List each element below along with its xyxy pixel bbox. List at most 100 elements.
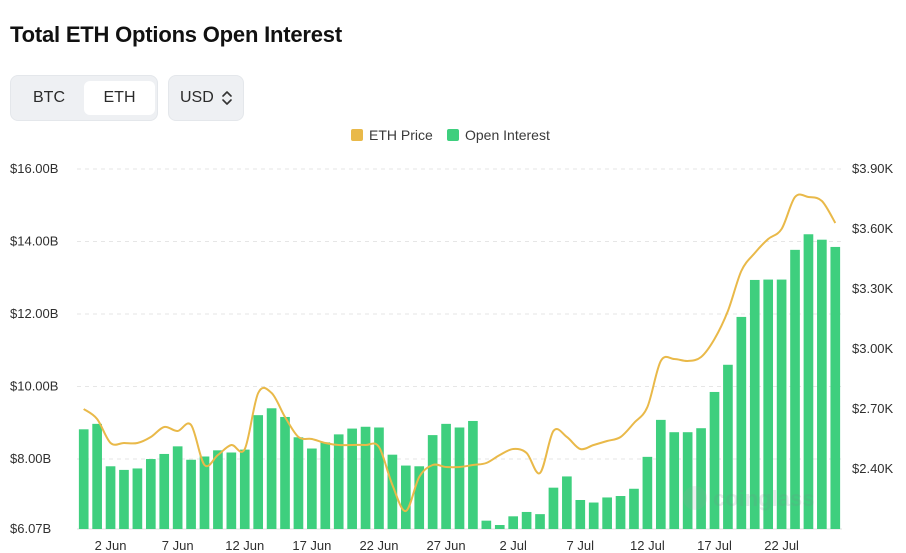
open-interest-bar[interactable]	[602, 497, 612, 529]
open-interest-bar[interactable]	[481, 520, 492, 529]
open-interest-bar[interactable]	[629, 488, 639, 529]
page-title: Total ETH Options Open Interest	[10, 22, 342, 47]
open-interest-bar[interactable]	[320, 442, 331, 529]
open-interest-bar[interactable]	[696, 428, 706, 529]
open-interest-bar[interactable]	[749, 279, 760, 529]
open-interest-bar[interactable]	[360, 426, 371, 529]
legend-label-eth-price: ETH Price	[369, 127, 433, 143]
open-interest-bar[interactable]	[387, 454, 398, 529]
open-interest-bar[interactable]	[159, 453, 170, 529]
open-interest-bar[interactable]	[253, 415, 264, 529]
open-interest-bar[interactable]	[548, 487, 559, 529]
open-interest-bar[interactable]	[347, 428, 357, 529]
chevron-updown-icon	[222, 91, 232, 105]
open-interest-bar[interactable]	[239, 449, 250, 529]
legend-item-eth-price[interactable]: ETH Price	[351, 127, 433, 143]
open-interest-bar[interactable]	[427, 435, 438, 529]
right-axis-tick-label: $3.30K	[852, 281, 894, 296]
x-axis-tick-label: 22 Jul	[764, 538, 799, 553]
left-axis-tick-label: $16.00B	[10, 161, 58, 176]
btc-tab[interactable]: BTC	[33, 89, 65, 106]
x-axis-tick-label: 7 Jun	[162, 538, 194, 553]
open-interest-bar[interactable]	[642, 456, 653, 529]
left-axis-tick-label: $14.00B	[10, 234, 58, 249]
x-axis-tick-label: 22 Jun	[359, 538, 398, 553]
legend-item-open-interest[interactable]: Open Interest	[447, 127, 550, 143]
open-interest-bar[interactable]	[280, 416, 290, 529]
open-interest-bar[interactable]	[132, 468, 143, 529]
legend-swatch-open-interest	[447, 129, 459, 141]
open-interest-bar[interactable]	[682, 432, 693, 529]
open-interest-bar[interactable]	[575, 499, 586, 529]
open-interest-bar[interactable]	[226, 452, 237, 529]
open-interest-bar[interactable]	[172, 446, 183, 529]
open-interest-bar[interactable]	[468, 420, 478, 529]
legend-swatch-eth-price	[351, 129, 363, 141]
open-interest-bar[interactable]	[494, 525, 505, 529]
open-interest-bar[interactable]	[763, 279, 774, 529]
eth-price-line-group	[83, 193, 837, 512]
left-axis-tick-label: $10.00B	[10, 379, 58, 394]
open-interest-bar[interactable]	[105, 466, 116, 529]
x-axis-tick-label: 17 Jun	[292, 538, 331, 553]
x-axis: 2 Jun 7 Jun 12 Jun 17 Jun 22 Jun 27 Jun 2 Jul 7…	[95, 538, 799, 553]
open-interest-bar[interactable]	[400, 465, 411, 529]
right-axis-tick-label: $3.90K	[852, 161, 894, 176]
open-interest-bars	[78, 234, 841, 530]
open-interest-bar[interactable]	[441, 423, 451, 529]
open-interest-bar[interactable]	[414, 466, 425, 529]
open-interest-bar[interactable]	[213, 450, 223, 529]
open-interest-bar[interactable]	[293, 437, 304, 529]
open-interest-bar[interactable]	[817, 239, 827, 529]
eth-price-line[interactable]	[83, 193, 837, 512]
open-interest-bar[interactable]	[803, 234, 814, 530]
x-axis-tick-label: 12 Jun	[225, 538, 264, 553]
open-interest-bar[interactable]	[615, 496, 626, 529]
open-interest-bar[interactable]	[119, 469, 129, 529]
open-interest-bar[interactable]	[776, 279, 787, 529]
left-axis-tick-label: $6.07B	[10, 521, 51, 536]
x-axis-tick-label: 17 Jul	[697, 538, 732, 553]
open-interest-bar[interactable]	[709, 391, 720, 529]
open-interest-bar[interactable]	[145, 459, 156, 529]
open-interest-bar[interactable]	[508, 516, 519, 529]
x-axis-tick-label: 2 Jun	[95, 538, 127, 553]
open-interest-bar[interactable]	[92, 423, 102, 529]
open-interest-bar[interactable]	[374, 427, 384, 529]
right-axis-tick-label: $3.60K	[852, 221, 894, 236]
left-axis-tick-label: $12.00B	[10, 306, 58, 321]
x-axis-tick-label: 2 Jul	[499, 538, 527, 553]
asset-toggle: BTC ETH	[10, 75, 158, 121]
open-interest-bar[interactable]	[78, 429, 89, 529]
open-interest-bar[interactable]	[186, 459, 196, 529]
open-interest-bar[interactable]	[588, 502, 599, 529]
open-interest-bar[interactable]	[669, 432, 680, 529]
watermark-text: coinglass	[713, 486, 814, 511]
open-interest-bar[interactable]	[199, 456, 210, 529]
open-interest-bar[interactable]	[562, 476, 572, 529]
x-axis-tick-label: 27 Jun	[427, 538, 466, 553]
open-interest-bar[interactable]	[521, 511, 532, 529]
right-axis-tick-label: $3.00K	[852, 341, 894, 356]
left-axis: $6.07B $8.00B $10.00B $12.00B $14.00B $16.00B	[10, 161, 58, 536]
open-interest-bar[interactable]	[454, 427, 465, 529]
open-interest-bar[interactable]	[307, 448, 317, 529]
open-interest-bar[interactable]	[655, 419, 666, 529]
watermark: coinglass	[683, 486, 814, 511]
open-interest-bar[interactable]	[266, 408, 277, 529]
right-axis: $2.40K $2.70K $3.00K $3.30K $3.60K $3.90K	[852, 161, 894, 476]
open-interest-bar[interactable]	[830, 246, 841, 529]
left-axis-tick-label: $8.00B	[10, 451, 51, 466]
x-axis-tick-label: 7 Jul	[567, 538, 595, 553]
eth-tab[interactable]: ETH	[84, 81, 155, 115]
open-interest-bar[interactable]	[790, 249, 800, 529]
open-interest-bar[interactable]	[736, 316, 747, 529]
x-axis-tick-label: 12 Jul	[630, 538, 665, 553]
open-interest-bar[interactable]	[333, 434, 344, 529]
currency-select[interactable]: USD	[168, 75, 244, 121]
right-axis-tick-label: $2.40K	[852, 461, 894, 476]
legend: ETH Price Open Interest	[351, 127, 550, 143]
open-interest-bar[interactable]	[535, 514, 545, 529]
open-interest-bar[interactable]	[723, 364, 733, 529]
